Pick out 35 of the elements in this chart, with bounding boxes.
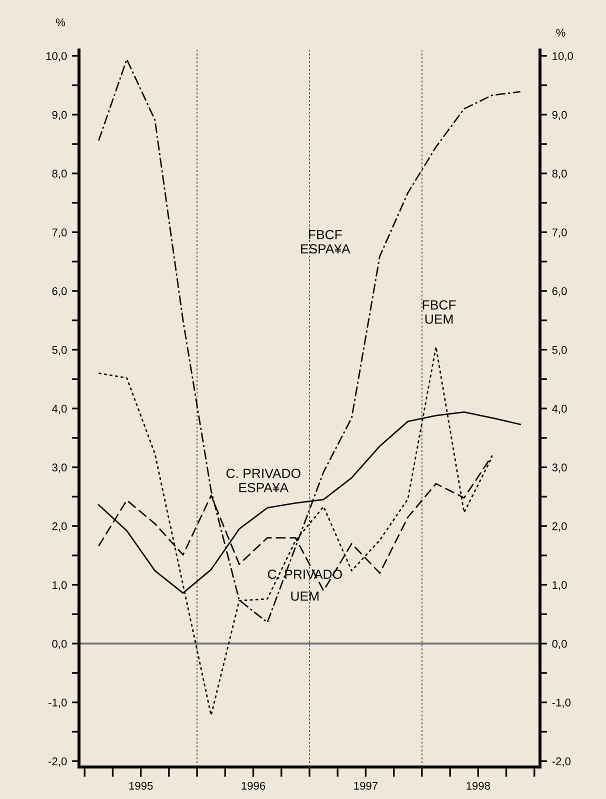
y-tick-label: 9,0 bbox=[52, 110, 67, 120]
y-tick-label: 4,0 bbox=[52, 404, 67, 414]
x-tick-label: 1997 bbox=[354, 782, 378, 790]
y-tick-label: 2,0 bbox=[52, 522, 67, 532]
y-tick-label: -1,0 bbox=[48, 698, 67, 708]
series-label: C. PRIVADO ESPA¥A bbox=[226, 468, 300, 492]
text: FBCF UEM bbox=[422, 300, 456, 324]
y-tick-label: 1,0 bbox=[52, 581, 67, 590]
y-tick-label: 8,0 bbox=[52, 170, 67, 179]
y2-tick-label: 7,0 bbox=[552, 228, 567, 238]
y2-tick-label: 4,0 bbox=[552, 404, 567, 414]
y2-axis-title: % bbox=[556, 28, 566, 37]
y-tick-label: 10,0 bbox=[46, 52, 67, 62]
y2-tick-label: 5,0 bbox=[552, 346, 567, 356]
y2-tick-label: -1,0 bbox=[552, 698, 571, 708]
x-tick-label: 1995 bbox=[129, 782, 153, 790]
y-tick-label: 3,0 bbox=[52, 464, 67, 473]
y-tick-label: -2,0 bbox=[48, 757, 67, 767]
y2-tick-label: 1,0 bbox=[552, 581, 567, 590]
y2-tick-label: 8,0 bbox=[552, 170, 567, 179]
y2-tick-label: 2,0 bbox=[552, 522, 567, 532]
y-tick-label: 6,0 bbox=[52, 287, 67, 296]
y-tick-label: 5,0 bbox=[52, 346, 67, 356]
y2-tick-label: 10,0 bbox=[552, 52, 573, 62]
y2-tick-label: 9,0 bbox=[552, 110, 567, 120]
y-axis-title: % bbox=[56, 18, 66, 26]
x-tick-label: 1996 bbox=[242, 782, 266, 790]
y2-tick-label: 0,0 bbox=[552, 640, 567, 650]
y-tick-label: 0,0 bbox=[52, 640, 67, 650]
text: FBCF ESPA¥A bbox=[301, 230, 350, 254]
x-tick-label: 1998 bbox=[466, 782, 490, 790]
y2-tick-label: -2,0 bbox=[552, 757, 571, 767]
y2-tick-label: 6,0 bbox=[552, 287, 567, 296]
y-tick-label: 7,0 bbox=[52, 228, 67, 238]
y2-tick-label: 3,0 bbox=[552, 464, 567, 473]
